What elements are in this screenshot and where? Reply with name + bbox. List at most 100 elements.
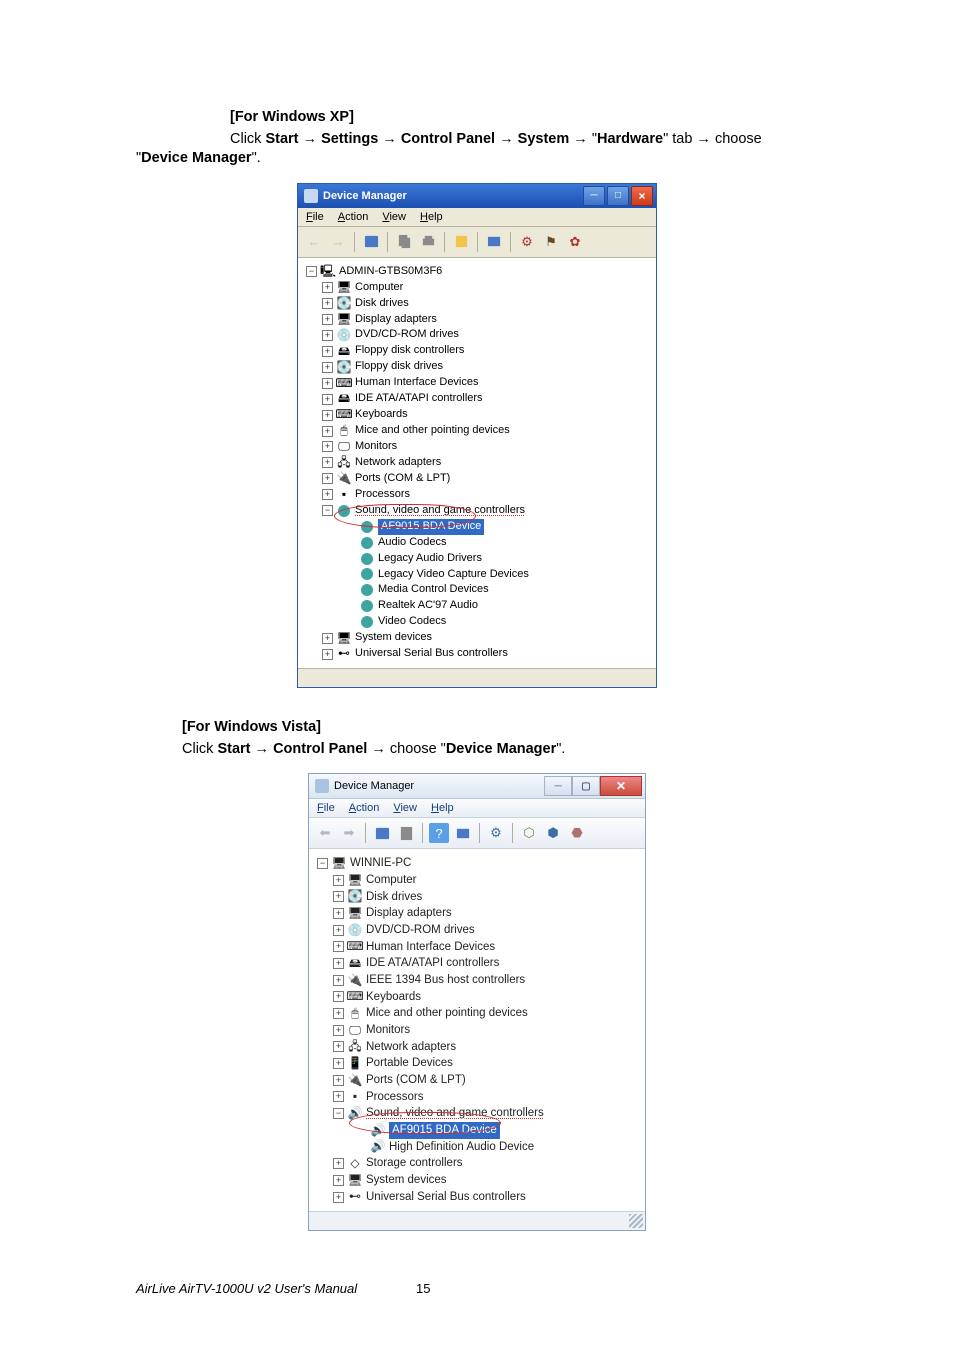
tree-node[interactable]: +🖵Monitors <box>306 439 652 455</box>
close-button[interactable]: ✕ <box>600 776 642 796</box>
device-manager-window-vista: Device Manager ─ ▢ ✕ File Action View He… <box>308 773 646 1231</box>
forward-icon[interactable]: → <box>328 232 348 252</box>
tree-node[interactable]: +🖥Computer <box>317 872 641 889</box>
tree-leaf[interactable]: Video Codecs <box>306 614 652 630</box>
tree-node[interactable]: +⌨Keyboards <box>306 407 652 423</box>
tree-node[interactable]: +🖱Mice and other pointing devices <box>306 423 652 439</box>
pane-icon[interactable] <box>372 823 392 843</box>
menu-action[interactable]: Action <box>349 802 380 814</box>
tree-node[interactable]: +💽Floppy disk drives <box>306 359 652 375</box>
scan-icon[interactable] <box>453 823 473 843</box>
minimize-button[interactable]: ─ <box>544 776 572 796</box>
tree-node[interactable]: +🖧Network adapters <box>306 455 652 471</box>
vista-instructions: Click Start → Control Panel → choose "De… <box>182 740 834 760</box>
tree-node[interactable]: +⊷Universal Serial Bus controllers <box>306 646 652 662</box>
menu-view[interactable]: View <box>382 211 406 223</box>
toolbar: ⬅ ➡ ? ⚙ ⬡ ⬢ ⬣ <box>309 818 645 849</box>
help-icon[interactable]: ? <box>429 823 449 843</box>
tree-root[interactable]: 🖥 WINNIE-PC <box>317 855 641 872</box>
tree-node[interactable]: +🔌Ports (COM & LPT) <box>306 471 652 487</box>
tree-node[interactable]: +📱Portable Devices <box>317 1055 641 1072</box>
device-tree: 🖳 ADMIN-GTBS0M3F6 +🖥Computer+💽Disk drive… <box>298 258 656 668</box>
close-button[interactable]: × <box>631 186 653 206</box>
tree-node[interactable]: +🖧Network adapters <box>317 1039 641 1056</box>
tree-node[interactable]: +⌨Human Interface Devices <box>306 375 652 391</box>
footer-text: AirLive AirTV-1000U v2 User's Manual <box>136 1281 357 1296</box>
extra-icon-3[interactable]: ⬢ <box>543 823 563 843</box>
extra-icon-1[interactable]: ⚙ <box>517 232 537 252</box>
tree-leaf[interactable]: 🔊 AF9015 BDA Device <box>317 1122 641 1139</box>
page-number: 15 <box>416 1281 430 1296</box>
menu-help[interactable]: Help <box>420 211 443 223</box>
tree-node[interactable]: +🔌IEEE 1394 Bus host controllers <box>317 972 641 989</box>
menubar: File Action View Help <box>309 799 645 818</box>
tree-node[interactable]: +🖥Display adapters <box>317 905 641 922</box>
print-icon[interactable] <box>418 232 438 252</box>
extra-icon-3[interactable]: ✿ <box>565 232 585 252</box>
scan-icon[interactable] <box>484 232 504 252</box>
back-icon[interactable]: ← <box>304 232 324 252</box>
tree-node-sound[interactable]: − Sound, video and game controllers <box>306 503 652 519</box>
properties-icon[interactable] <box>396 823 416 843</box>
tree-leaf[interactable]: Audio Codecs <box>306 535 652 551</box>
properties-icon[interactable] <box>394 232 414 252</box>
vista-heading: [For Windows Vista] <box>182 718 834 738</box>
tree-node[interactable]: +🖴IDE ATA/ATAPI controllers <box>317 955 641 972</box>
tree-node[interactable]: +⌨Keyboards <box>317 989 641 1006</box>
extra-icon-1[interactable]: ⚙ <box>486 823 506 843</box>
tree-node[interactable]: +🖴IDE ATA/ATAPI controllers <box>306 391 652 407</box>
menu-action[interactable]: Action <box>338 211 369 223</box>
titlebar: Device Manager ─ □ × <box>298 184 656 208</box>
extra-icon-2[interactable]: ⚑ <box>541 232 561 252</box>
forward-icon[interactable]: ➡ <box>339 823 359 843</box>
titlebar: Device Manager ─ ▢ ✕ <box>309 774 645 799</box>
tree-node[interactable]: +🔌Ports (COM & LPT) <box>317 1072 641 1089</box>
tree-node[interactable]: +🖥Computer <box>306 280 652 296</box>
tree-node[interactable]: +💿DVD/CD-ROM drives <box>306 327 652 343</box>
tree-node[interactable]: +⊷Universal Serial Bus controllers <box>317 1189 641 1206</box>
tree-leaf[interactable]: AF9015 BDA Device <box>306 519 652 535</box>
menu-file[interactable]: File <box>317 802 335 814</box>
toolbar: ← → ⚙ ⚑ ✿ <box>298 227 656 258</box>
tree-node[interactable]: +💽Disk drives <box>306 296 652 312</box>
maximize-button[interactable]: □ <box>607 186 629 206</box>
back-icon[interactable]: ⬅ <box>315 823 335 843</box>
window-title: Device Manager <box>323 190 583 202</box>
tree-leaf[interactable]: Realtek AC'97 Audio <box>306 598 652 614</box>
tree-node[interactable]: +🖵Monitors <box>317 1022 641 1039</box>
xp-instructions: Click Start → Settings → Control Panel →… <box>182 130 834 169</box>
tree-node[interactable]: +▪Processors <box>306 487 652 503</box>
tree-node[interactable]: +🖥Display adapters <box>306 312 652 328</box>
app-icon <box>315 779 329 793</box>
tree-node[interactable]: +💽Disk drives <box>317 889 641 906</box>
tree-node[interactable]: +🖥System devices <box>306 630 652 646</box>
menu-help[interactable]: Help <box>431 802 454 814</box>
footer: AirLive AirTV-1000U v2 User's Manual 15 <box>136 1281 357 1296</box>
maximize-button[interactable]: ▢ <box>572 776 600 796</box>
tree-node-sound[interactable]: − 🔊 Sound, video and game controllers <box>317 1105 641 1122</box>
tree-leaf[interactable]: 🔊 High Definition Audio Device <box>317 1139 641 1156</box>
tree-node[interactable]: +▪Processors <box>317 1089 641 1106</box>
menu-file[interactable]: File <box>306 211 324 223</box>
tree-root[interactable]: 🖳 ADMIN-GTBS0M3F6 <box>306 264 652 280</box>
tree-node[interactable]: +💿DVD/CD-ROM drives <box>317 922 641 939</box>
help-icon[interactable] <box>451 232 471 252</box>
statusbar <box>298 668 656 687</box>
app-icon <box>304 189 318 203</box>
minimize-button[interactable]: ─ <box>583 186 605 206</box>
extra-icon-4[interactable]: ⬣ <box>567 823 587 843</box>
menubar: File Action View Help <box>298 208 656 227</box>
menu-view[interactable]: View <box>393 802 417 814</box>
extra-icon-2[interactable]: ⬡ <box>519 823 539 843</box>
tree-leaf[interactable]: Media Control Devices <box>306 582 652 598</box>
tree-node[interactable]: +🖱Mice and other pointing devices <box>317 1005 641 1022</box>
tree-leaf[interactable]: Legacy Audio Drivers <box>306 551 652 567</box>
window-title: Device Manager <box>334 780 544 792</box>
tree-leaf[interactable]: Legacy Video Capture Devices <box>306 567 652 583</box>
pane-icon[interactable] <box>361 232 381 252</box>
tree-node[interactable]: +⌨Human Interface Devices <box>317 939 641 956</box>
tree-node[interactable]: +🖴Floppy disk controllers <box>306 343 652 359</box>
tree-node[interactable]: +◇Storage controllers <box>317 1155 641 1172</box>
device-tree: 🖥 WINNIE-PC +🖥Computer+💽Disk drives+🖥Dis… <box>309 849 645 1211</box>
tree-node[interactable]: +🖥System devices <box>317 1172 641 1189</box>
